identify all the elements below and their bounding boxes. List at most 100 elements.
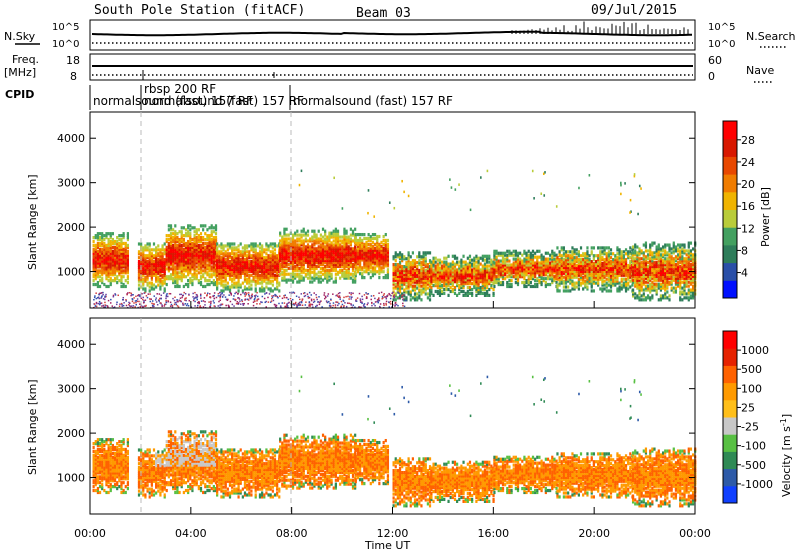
power-cell	[305, 237, 307, 240]
power-cell	[218, 250, 220, 253]
power-cell	[112, 246, 114, 249]
power-cell	[309, 245, 311, 248]
power-cell	[352, 247, 354, 250]
power-cell	[198, 228, 200, 231]
power-cell	[629, 285, 631, 288]
power-cell	[270, 287, 272, 290]
power-cell	[578, 287, 580, 290]
power-cell	[571, 287, 573, 290]
power-cell	[246, 278, 248, 281]
power-cell	[343, 271, 345, 274]
power-cell	[220, 289, 222, 292]
power-cell	[95, 244, 97, 247]
power-cell	[225, 250, 227, 253]
power-cell	[168, 234, 170, 237]
freq-tick-top: 18	[66, 54, 80, 67]
power-cell	[153, 287, 155, 290]
power-cell	[621, 283, 623, 286]
power-cell	[395, 251, 397, 254]
power-cell	[462, 261, 464, 264]
power-cell	[123, 283, 125, 286]
power-cell	[185, 275, 187, 278]
power-cell	[508, 263, 510, 266]
power-cell	[265, 248, 267, 251]
power-cell	[427, 296, 429, 299]
power-cell	[439, 266, 441, 269]
power-cell	[196, 228, 198, 231]
power-cell	[534, 252, 536, 255]
power-cell	[322, 235, 324, 238]
power-cell	[313, 239, 315, 242]
power-cell	[437, 259, 439, 262]
power-cell	[416, 296, 418, 299]
power-cell	[272, 246, 274, 249]
power-cell	[211, 273, 213, 276]
power-cell	[603, 280, 605, 283]
power-cell	[174, 224, 176, 227]
power-cell	[576, 264, 578, 267]
power-cell	[361, 233, 363, 236]
power-cell	[105, 285, 107, 288]
power-cell	[350, 277, 352, 280]
power-cell	[99, 248, 101, 251]
power-cell	[237, 244, 239, 247]
power-cell	[395, 259, 397, 262]
power-cell	[108, 285, 110, 288]
power-cell	[146, 260, 148, 263]
power-cell	[606, 252, 608, 255]
power-cell	[200, 232, 202, 235]
power-cell	[414, 292, 416, 295]
power-cell	[653, 242, 655, 245]
power-cell	[443, 261, 445, 264]
power-cell	[563, 280, 565, 283]
power-cell	[318, 245, 320, 248]
power-cell	[653, 251, 655, 254]
power-cell	[395, 283, 397, 286]
power-cell	[523, 281, 525, 284]
power-cell	[350, 237, 352, 240]
power-cell	[303, 239, 305, 242]
power-cell	[324, 265, 326, 268]
power-cell	[242, 246, 244, 249]
power-cell	[187, 279, 189, 282]
power-cell	[623, 282, 625, 285]
power-cell	[355, 249, 357, 252]
power-cell	[510, 283, 512, 286]
power-cell	[623, 254, 625, 257]
power-cell	[235, 252, 237, 255]
power-cell	[407, 251, 409, 254]
nave-tick-top: 60	[708, 54, 722, 67]
power-cell	[103, 283, 105, 286]
power-cell	[405, 261, 407, 264]
power-cell	[545, 252, 547, 255]
power-cell	[202, 228, 204, 231]
power-cell	[168, 228, 170, 231]
power-cell	[222, 244, 224, 247]
power-cell	[416, 261, 418, 264]
power-cell	[303, 234, 305, 237]
power-cell	[363, 233, 365, 236]
power-cell	[450, 290, 452, 293]
power-cell	[556, 283, 558, 286]
power-cell	[123, 242, 125, 245]
power-cell	[285, 237, 287, 240]
nsky-tick-bottom: 10^0	[52, 39, 79, 50]
power-cell	[250, 280, 252, 283]
power-cell	[114, 277, 116, 280]
power-cell	[187, 224, 189, 227]
power-cell	[603, 287, 605, 290]
power-cell	[506, 250, 508, 253]
power-cell	[629, 260, 631, 263]
power-cell	[656, 283, 658, 286]
power-cell	[580, 258, 582, 261]
power-cell	[305, 273, 307, 276]
power-cell	[545, 277, 547, 280]
power-cell	[563, 258, 565, 261]
power-cell	[330, 273, 332, 276]
power-cell	[252, 254, 254, 257]
power-cell	[93, 248, 95, 251]
power-cell	[593, 289, 595, 292]
power-cell	[116, 281, 118, 284]
power-cell	[480, 268, 482, 271]
